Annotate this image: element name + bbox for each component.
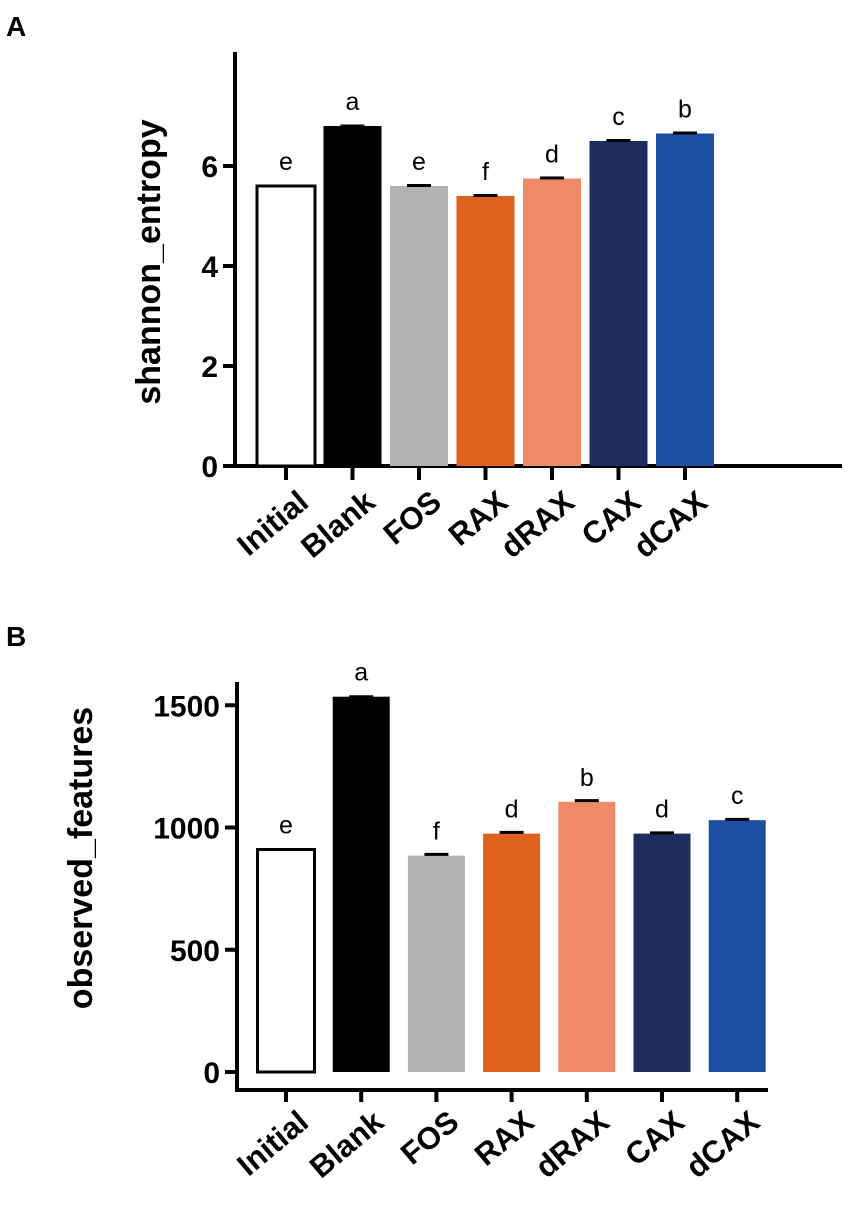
panel-b-significance-label: e xyxy=(279,812,293,840)
panel-b-category-label: Initial xyxy=(230,1104,315,1183)
panel-a-bar-dcax xyxy=(656,133,714,466)
panel-a: A shannon_entropy 0 2 4 6 e a e f d c b InitialBl… xyxy=(6,11,842,565)
panel-b-significance-label: a xyxy=(354,659,368,687)
panel-a-ytick-label: 0 xyxy=(201,451,218,484)
panel-b-significance-label: c xyxy=(731,782,744,810)
panel-a-ytick-label: 4 xyxy=(201,251,218,284)
panel-a-bar-cax xyxy=(589,141,648,466)
panel-b-bar-fos xyxy=(407,855,465,1072)
panel-a-significance-label: c xyxy=(612,103,625,131)
panel-b-significance-label: b xyxy=(580,764,594,792)
panel-a-significance-label: d xyxy=(545,141,559,169)
panel-b-bar-initial xyxy=(256,848,316,1074)
panel-b-category-label: CAX xyxy=(618,1104,691,1173)
panel-a-bar-blank xyxy=(323,126,382,466)
panel-a-significance-label: a xyxy=(346,88,360,116)
panel-b-category-label: dRAX xyxy=(529,1104,616,1185)
panel-a-bar-fos xyxy=(390,186,448,466)
panel-b-category-label: Blank xyxy=(303,1103,391,1185)
panel-a-ylabel: shannon_entropy xyxy=(130,119,168,404)
panel-b-significance-label: d xyxy=(505,796,519,824)
panel-b-ylabel: observed_features xyxy=(62,707,100,1009)
panel-a-category-label: dCAX xyxy=(627,484,714,565)
panel-b-ytick-label: 0 xyxy=(203,1057,220,1090)
panel-a-significance-label: f xyxy=(482,158,489,186)
panel-b-bar-cax xyxy=(633,833,691,1072)
panel-b-bar-drax xyxy=(558,801,616,1072)
panel-b-ytick-label: 1500 xyxy=(153,690,220,723)
panel-b-category-label: dCAX xyxy=(679,1104,766,1185)
panel-b-ytick-label: 1000 xyxy=(153,813,220,846)
panel-a-ytick-label: 2 xyxy=(201,351,218,384)
panel-b-bar-blank xyxy=(332,696,390,1072)
panel-a-bar-rax xyxy=(456,196,515,466)
panel-a-ytick-label: 6 xyxy=(201,151,218,184)
panel-b-category-label: RAX xyxy=(468,1104,541,1173)
panel-b-letter: B xyxy=(6,621,26,652)
panel-a-bar-drax xyxy=(523,178,581,466)
panel-a-category-label: Blank xyxy=(294,483,382,565)
panel-b-bar-dcax xyxy=(708,820,766,1072)
panel-a-bar-initial xyxy=(255,184,317,468)
panel-b-ytick-label: 500 xyxy=(170,935,220,968)
panel-a-significance-label: b xyxy=(678,96,692,124)
panel-b: B observed_features 0 500 1000 1500 e a f d b d c… xyxy=(6,621,768,1185)
panel-a-category-label: Initial xyxy=(230,484,315,563)
panel-a-significance-label: e xyxy=(279,148,293,176)
panel-b-significance-label: f xyxy=(433,818,440,846)
panel-b-category-label: FOS xyxy=(394,1104,465,1172)
panel-a-category-label: dRAX xyxy=(494,484,581,565)
panel-b-significance-label: d xyxy=(655,796,669,824)
panel-a-category-label: FOS xyxy=(377,484,448,552)
panel-a-significance-label: e xyxy=(412,148,426,176)
panel-b-bar-rax xyxy=(483,833,541,1072)
panel-a-letter: A xyxy=(6,11,26,42)
